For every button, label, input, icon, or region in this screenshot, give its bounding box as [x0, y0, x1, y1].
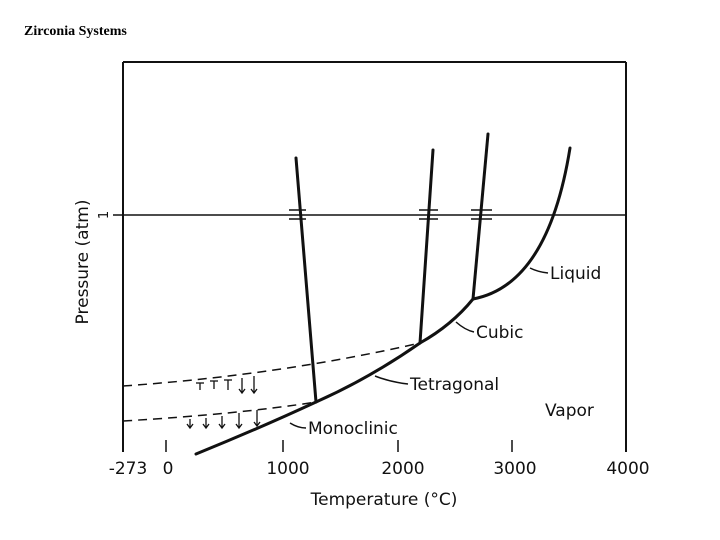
- x-axis-title: Temperature (°C): [310, 490, 458, 510]
- slide-title: Zirconia Systems: [24, 24, 127, 39]
- y-axis-title: Pressure (atm): [73, 200, 93, 325]
- monoclinic-tetragonal-boundary: [294, 156, 318, 404]
- liquid-vapor-curve: [471, 146, 572, 301]
- metastable-extensions: [122, 342, 421, 422]
- x-axis-ticks: [165, 440, 513, 452]
- arrow-ticks-lower: [186, 410, 261, 430]
- vapor-label: Vapor: [545, 401, 594, 421]
- x-tick-label: 1000: [266, 459, 309, 479]
- upper-dashed-curve: [122, 342, 421, 387]
- monoclinic-label: Monoclinic: [308, 419, 398, 439]
- tetragonal-cubic-boundary: [418, 148, 435, 345]
- tetragonal-vapor-curve: [314, 341, 422, 404]
- cubic-liquid-boundary: [471, 132, 490, 301]
- cubic-label: Cubic: [476, 323, 524, 343]
- arrow-ticks-upper: [196, 376, 258, 395]
- phase-boundaries: [194, 132, 572, 456]
- liquid-leader: [529, 267, 549, 274]
- x-tick-label: 4000: [606, 459, 649, 479]
- plot-frame: [122, 61, 627, 452]
- label-leaders: [289, 267, 549, 429]
- cubic-leader: [455, 321, 475, 333]
- cubic-vapor-curve: [418, 297, 475, 345]
- x-tick-label: -273: [109, 459, 148, 479]
- monoclinic-leader: [289, 422, 307, 429]
- x-tick-label: 3000: [493, 459, 536, 479]
- x-tick-label: 2000: [381, 459, 424, 479]
- one-atm-label: 1: [97, 211, 112, 219]
- liquid-label: Liquid: [550, 264, 601, 284]
- tetragonal-leader: [374, 375, 409, 385]
- tetragonal-label: Tetragonal: [409, 375, 499, 395]
- monoclinic-vapor-curve: [194, 400, 318, 456]
- lower-dashed-curve: [122, 401, 317, 422]
- crossing-marks: [289, 209, 492, 220]
- x-tick-label: 0: [163, 459, 174, 479]
